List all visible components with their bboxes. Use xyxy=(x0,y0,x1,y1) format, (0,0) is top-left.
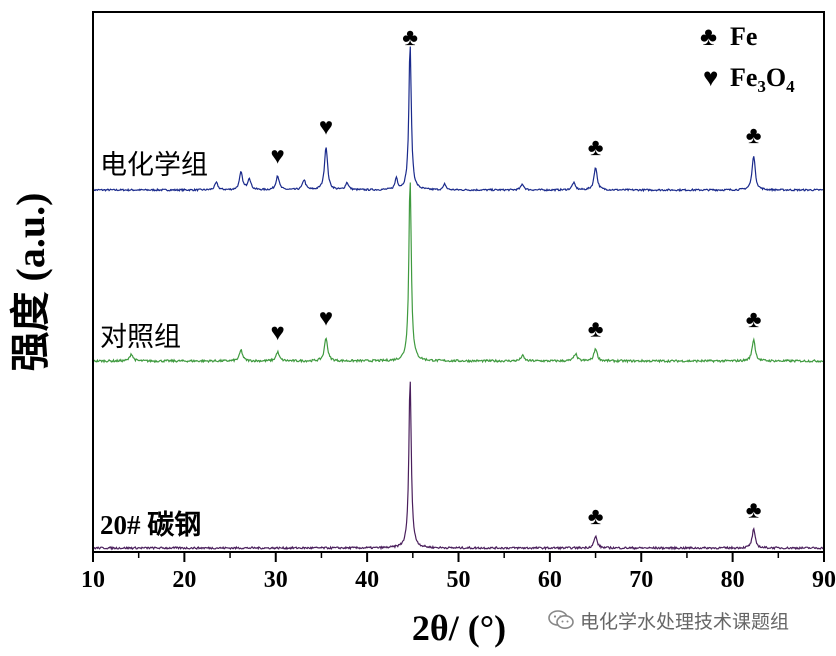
fe-peak-marker: ♣ xyxy=(746,123,762,149)
series-line-0 xyxy=(92,46,825,193)
x-tick-label: 20 xyxy=(172,567,196,593)
x-tick-label: 30 xyxy=(264,567,288,593)
x-tick-label: 40 xyxy=(355,567,379,593)
legend-symbol-fe: ♣ xyxy=(700,22,717,51)
watermark-text: 电化学水处理技术课题组 xyxy=(580,611,790,633)
series-label-0: 电化学组 xyxy=(100,150,208,180)
series-line-2 xyxy=(92,381,825,551)
x-tick-label: 10 xyxy=(81,567,105,593)
y-axis-title: 强度 (a.u.) xyxy=(8,193,53,372)
x-tick-label: 80 xyxy=(721,567,745,593)
fe3o4-peak-marker: ♥ xyxy=(319,115,333,141)
series-label-2: 20# 碳钢 xyxy=(100,510,201,540)
legend-label-fe: Fe xyxy=(730,22,757,51)
x-tick-label: 50 xyxy=(447,567,471,593)
legend-label-fe3o4-o: O xyxy=(766,63,786,92)
fe3o4-peak-marker: ♥ xyxy=(270,144,284,170)
legend: ♣ Fe ♥ Fe3O4 xyxy=(700,22,795,96)
fe-peak-marker: ♣ xyxy=(402,25,418,51)
fe-peak-marker: ♣ xyxy=(588,316,604,342)
watermark: 电化学水处理技术课题组 xyxy=(548,608,790,633)
x-tick-label: 70 xyxy=(629,567,653,593)
legend-label-fe3o4-fe: Fe xyxy=(730,63,757,92)
fe-peak-marker: ♣ xyxy=(588,504,604,530)
fe-peak-marker: ♣ xyxy=(746,307,762,333)
x-tick-label: 60 xyxy=(538,567,562,593)
legend-symbol-fe3o4: ♥ xyxy=(703,63,718,92)
legend-label-fe3o4-sub1: 3 xyxy=(757,77,766,96)
series-line-1 xyxy=(92,182,825,364)
series-label-1: 对照组 xyxy=(100,322,181,352)
legend-label-fe3o4: Fe3O4 xyxy=(730,63,795,96)
plot-frame xyxy=(92,11,825,553)
fe3o4-peak-marker: ♥ xyxy=(319,305,333,331)
x-tick-label: 90 xyxy=(812,567,836,593)
fe3o4-peak-marker: ♥ xyxy=(270,320,284,346)
fe-peak-marker: ♣ xyxy=(588,135,604,161)
fe-peak-marker: ♣ xyxy=(746,498,762,524)
legend-label-fe3o4-sub2: 4 xyxy=(786,77,795,96)
x-axis-title: 2θ/ (°) xyxy=(412,608,506,648)
wechat-icon xyxy=(548,610,574,629)
